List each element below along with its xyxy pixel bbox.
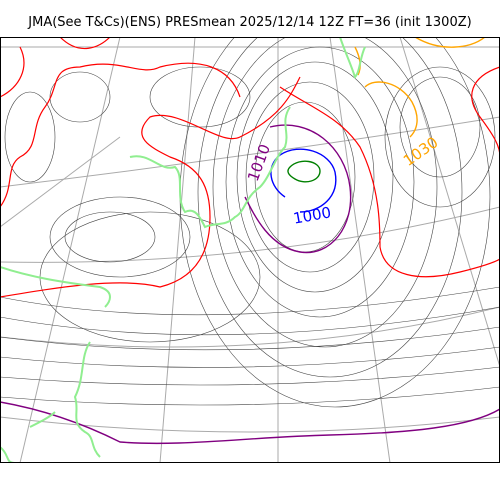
contour-label-1010: 1010	[244, 142, 274, 184]
isobars-1010	[0, 124, 500, 445]
isobars-990	[287, 160, 321, 183]
pressure-map: 1010 1000 1030	[0, 37, 500, 463]
isobars-1020	[0, 37, 500, 298]
contour-label-1030: 1030	[400, 133, 442, 170]
coastlines	[0, 37, 366, 463]
graticule	[0, 37, 500, 463]
isobars-1000	[270, 148, 337, 213]
isobars-regular	[0, 37, 500, 408]
map-title: JMA(See T&Cs)(ENS) PRESmean 2025/12/14 1…	[28, 15, 472, 30]
contour-label-1000: 1000	[292, 203, 333, 227]
